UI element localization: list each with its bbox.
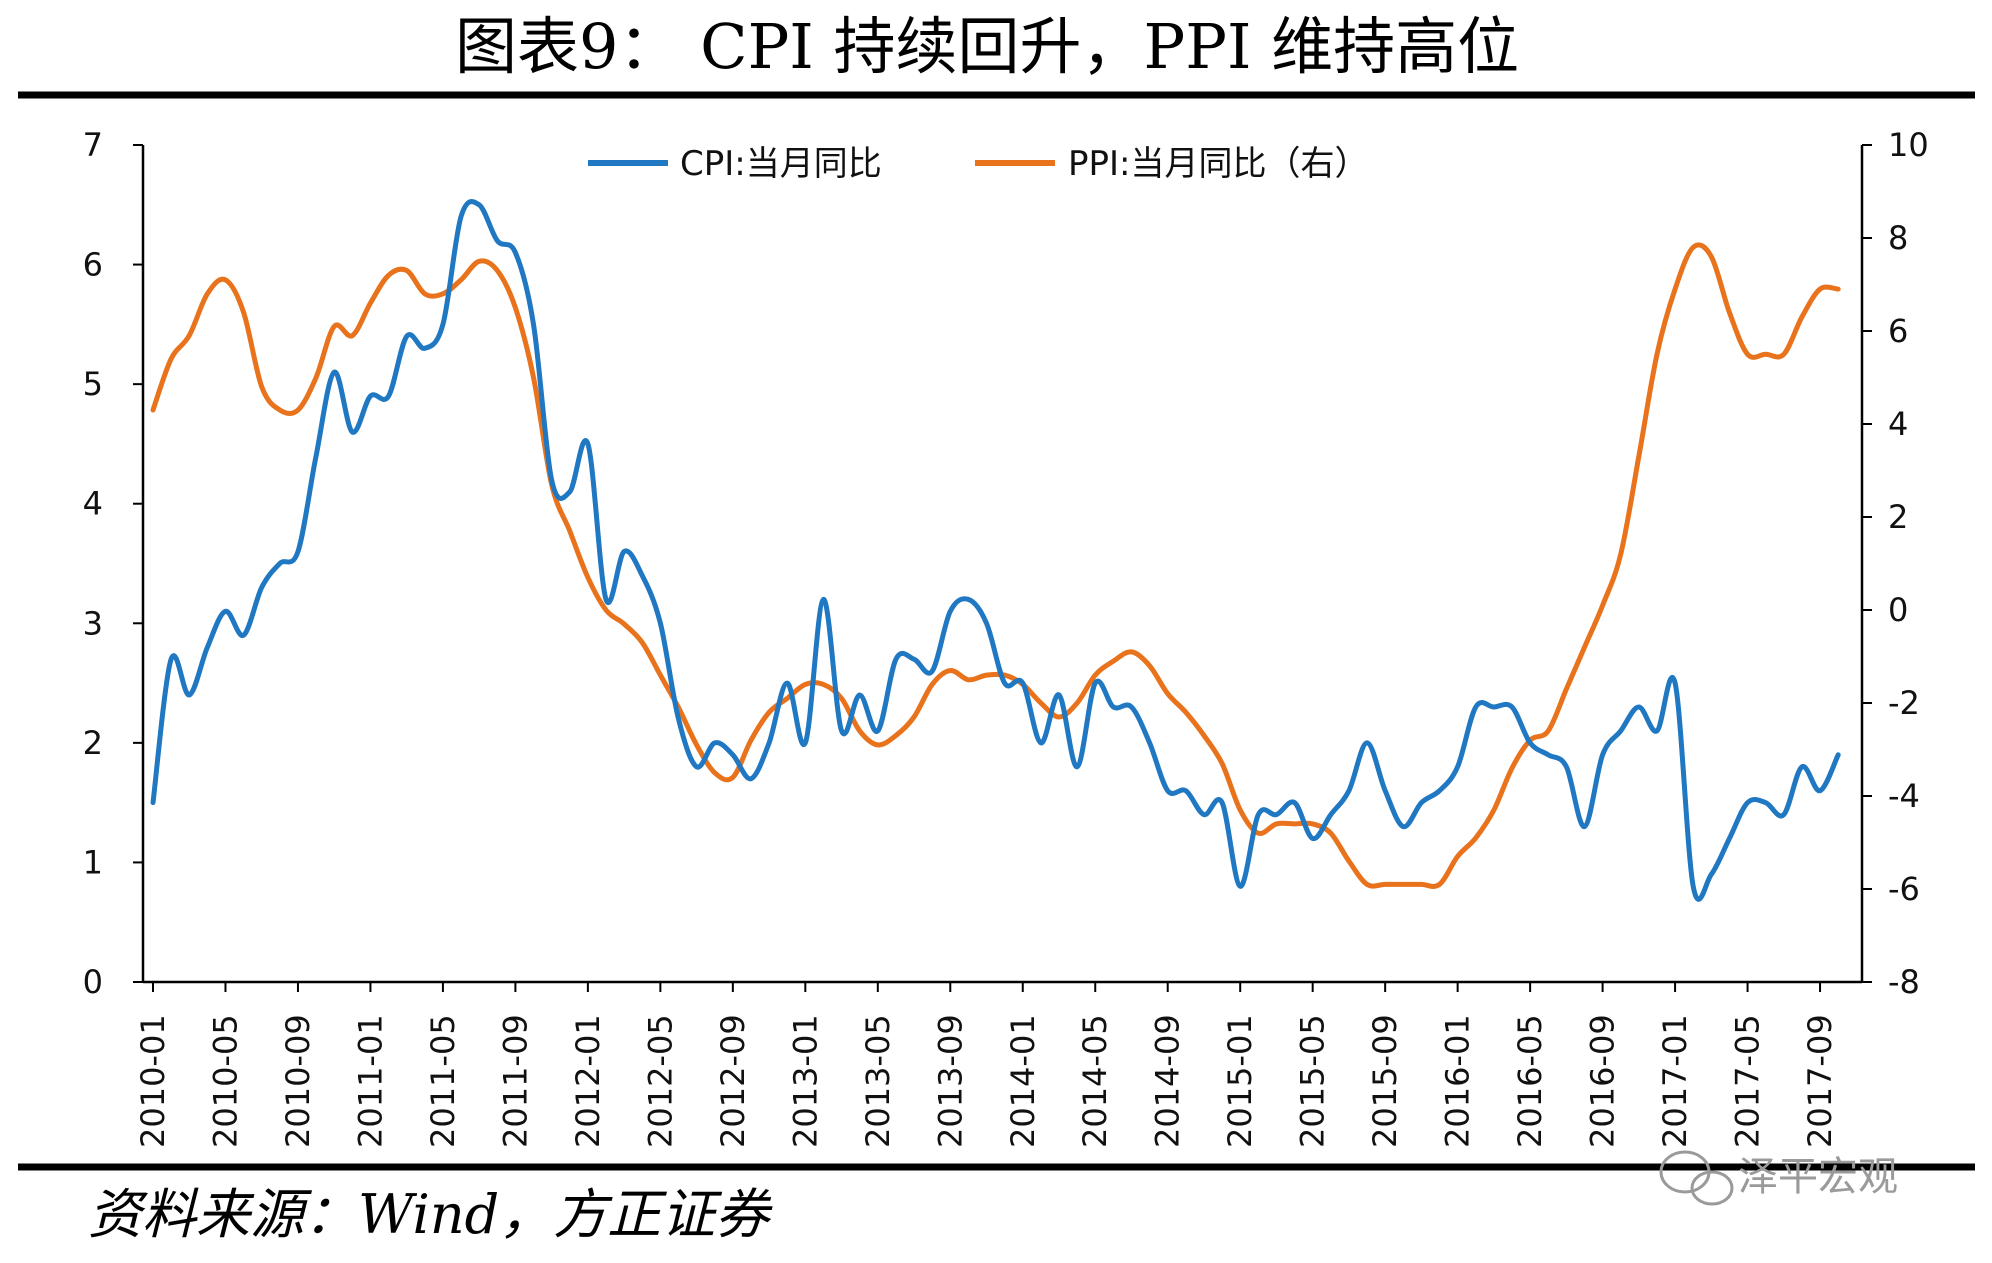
right-tick-label: -4	[1888, 777, 1920, 815]
chart-series	[150, 199, 1841, 902]
left-tick-label: 2	[83, 724, 103, 762]
right-tick-label: 10	[1888, 126, 1929, 164]
right-tick-label: 6	[1888, 312, 1908, 350]
page-title: 图表9： CPI 持续回升，PPI 维持高位	[455, 10, 1519, 83]
left-tick-label: 4	[83, 485, 103, 523]
cpi-series-line	[150, 199, 1841, 902]
x-tick-label: 2012-01	[569, 1014, 607, 1148]
x-tick-label: 2016-09	[1584, 1014, 1622, 1148]
legend-label-cpi: CPI:当月同比	[680, 144, 882, 184]
x-tick-label: 2010-01	[134, 1014, 172, 1148]
left-tick-label: 6	[83, 246, 103, 284]
left-tick-label: 5	[83, 365, 103, 403]
x-tick-label: 2011-05	[424, 1014, 462, 1148]
x-tick-label: 2013-09	[931, 1014, 969, 1148]
left-tick-label: 7	[83, 126, 103, 164]
x-tick-label: 2010-09	[279, 1014, 317, 1148]
wechat-icon	[1659, 1150, 1734, 1206]
x-tick-label: 2017-01	[1656, 1014, 1694, 1148]
x-tick-label: 2017-05	[1729, 1014, 1767, 1148]
right-tick-label: 8	[1888, 219, 1908, 257]
x-tick-label: 2016-01	[1439, 1014, 1477, 1148]
x-tick-label: 2015-01	[1221, 1014, 1259, 1148]
x-tick-label: 2012-05	[641, 1014, 679, 1148]
watermark: 泽平宏观	[1659, 1150, 1898, 1206]
x-tick-label: 2013-05	[859, 1014, 897, 1148]
x-tick-label: 2014-09	[1149, 1014, 1187, 1148]
x-tick-label: 2012-09	[714, 1014, 752, 1148]
left-tick-label: 0	[83, 963, 103, 1001]
x-tick-label: 2011-09	[496, 1014, 534, 1148]
legend: CPI:当月同比 PPI:当月同比（右）	[588, 144, 1369, 184]
x-tick-label: 2011-01	[351, 1014, 389, 1148]
chart-ticks: 0 1 2 3 4 5 6 7 -8 -6 -4 -2 0 2 4 6 8 10 2010-01 2010-05 201…	[83, 126, 1929, 1148]
x-tick-label: 2014-01	[1004, 1014, 1042, 1148]
right-tick-label: -2	[1888, 684, 1920, 722]
watermark-label: 泽平宏观	[1738, 1154, 1898, 1200]
right-tick-label: -8	[1888, 963, 1920, 1001]
source-note: 资料来源：Wind，方正证券	[88, 1183, 773, 1246]
x-tick-label: 2015-05	[1294, 1014, 1332, 1148]
x-tick-label: 2013-01	[786, 1014, 824, 1148]
x-tick-label: 2010-05	[206, 1014, 244, 1148]
left-tick-label: 3	[83, 604, 103, 642]
right-tick-label: 4	[1888, 405, 1908, 443]
chart-axes	[133, 144, 1872, 992]
x-tick-label: 2014-05	[1076, 1014, 1114, 1148]
right-tick-label: 0	[1888, 591, 1908, 629]
ppi-series-line	[150, 242, 1841, 889]
x-tick-label: 2015-09	[1366, 1014, 1404, 1148]
legend-label-ppi: PPI:当月同比（右）	[1068, 144, 1369, 184]
right-tick-label: 2	[1888, 498, 1908, 536]
x-tick-label: 2017-09	[1801, 1014, 1839, 1148]
x-tick-label: 2016-05	[1511, 1014, 1549, 1148]
left-tick-label: 1	[83, 843, 103, 881]
right-tick-label: -6	[1888, 870, 1920, 908]
